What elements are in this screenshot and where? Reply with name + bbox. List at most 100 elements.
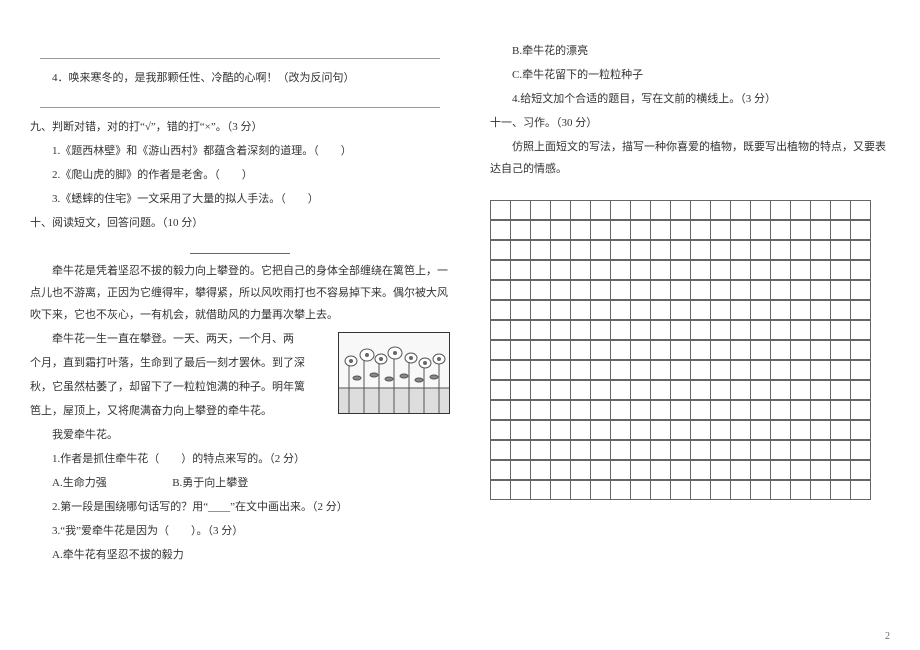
grid-cell — [490, 320, 511, 340]
grid-cell — [570, 480, 591, 500]
grid-cell — [670, 460, 691, 480]
grid-cell — [610, 360, 631, 380]
grid-cell — [730, 240, 751, 260]
grid-cell — [610, 320, 631, 340]
grid-cell — [770, 280, 791, 300]
section-9-item-3: 3.《蟋蟀的住宅》一文采用了大量的拟人手法。（ ） — [30, 188, 450, 210]
grid-cell — [550, 320, 571, 340]
grid-cell — [550, 200, 571, 220]
grid-cell — [830, 320, 851, 340]
page-number: 2 — [885, 631, 890, 642]
grid-cell — [610, 420, 631, 440]
grid-cell — [670, 220, 691, 240]
grid-cell — [810, 300, 831, 320]
grid-cell — [690, 360, 711, 380]
grid-cell — [730, 220, 751, 240]
grid-cell — [530, 480, 551, 500]
grid-cell — [610, 300, 631, 320]
question-4: 4．唤来寒冬的，是我那颗任性、冷酷的心啊！（改为反问句） — [30, 67, 450, 89]
grid-cell — [570, 420, 591, 440]
grid-cell — [750, 240, 771, 260]
reading-q1: 1.作者是抓住牵牛花（ ）的特点来写的。（2 分） — [30, 448, 450, 470]
grid-cell — [650, 480, 671, 500]
grid-cell — [650, 420, 671, 440]
grid-row — [490, 280, 890, 300]
grid-cell — [510, 360, 531, 380]
section-9-item-2: 2.《爬山虎的脚》的作者是老舍。（ ） — [30, 164, 450, 186]
grid-cell — [830, 460, 851, 480]
grid-cell — [710, 220, 731, 240]
grid-cell — [810, 480, 831, 500]
grid-cell — [850, 340, 871, 360]
grid-cell — [510, 400, 531, 420]
grid-row — [490, 420, 890, 440]
reading-q3-option-c: C.牵牛花留下的一粒粒种子 — [490, 64, 890, 86]
grid-cell — [770, 420, 791, 440]
grid-cell — [610, 260, 631, 280]
grid-cell — [650, 240, 671, 260]
grid-cell — [630, 240, 651, 260]
grid-cell — [750, 220, 771, 240]
grid-cell — [690, 380, 711, 400]
grid-cell — [850, 240, 871, 260]
grid-cell — [490, 420, 511, 440]
grid-cell — [750, 260, 771, 280]
grid-cell — [790, 340, 811, 360]
grid-cell — [670, 360, 691, 380]
grid-cell — [570, 280, 591, 300]
grid-cell — [730, 440, 751, 460]
grid-cell — [630, 220, 651, 240]
grid-cell — [770, 460, 791, 480]
grid-cell — [810, 220, 831, 240]
grid-cell — [550, 260, 571, 280]
grid-cell — [710, 320, 731, 340]
grid-cell — [510, 380, 531, 400]
grid-cell — [550, 360, 571, 380]
grid-cell — [690, 260, 711, 280]
grid-cell — [510, 460, 531, 480]
passage-para-3: 我爱牵牛花。 — [30, 424, 450, 446]
grid-cell — [610, 200, 631, 220]
grid-cell — [570, 220, 591, 240]
grid-cell — [570, 240, 591, 260]
grid-row — [490, 300, 890, 320]
grid-cell — [510, 260, 531, 280]
grid-cell — [850, 200, 871, 220]
grid-cell — [690, 480, 711, 500]
grid-cell — [630, 340, 651, 360]
grid-cell — [530, 240, 551, 260]
grid-row — [490, 200, 890, 220]
grid-cell — [630, 360, 651, 380]
grid-cell — [630, 200, 651, 220]
grid-cell — [610, 380, 631, 400]
grid-cell — [690, 240, 711, 260]
grid-cell — [810, 280, 831, 300]
grid-cell — [550, 440, 571, 460]
grid-cell — [590, 260, 611, 280]
flowers-icon — [339, 333, 449, 413]
grid-cell — [770, 380, 791, 400]
grid-cell — [610, 440, 631, 460]
grid-row — [490, 220, 890, 240]
grid-cell — [650, 460, 671, 480]
grid-cell — [790, 400, 811, 420]
grid-cell — [830, 240, 851, 260]
section-11-body: 仿照上面短文的写法，描写一种你喜爱的植物，既要写出植物的特点，又要表达自己的情感… — [490, 136, 890, 180]
grid-cell — [550, 420, 571, 440]
grid-cell — [710, 200, 731, 220]
grid-cell — [570, 400, 591, 420]
grid-cell — [670, 260, 691, 280]
grid-cell — [830, 280, 851, 300]
grid-cell — [810, 320, 831, 340]
grid-cell — [850, 460, 871, 480]
grid-cell — [670, 280, 691, 300]
grid-cell — [490, 380, 511, 400]
grid-cell — [670, 420, 691, 440]
grid-cell — [590, 420, 611, 440]
grid-cell — [830, 340, 851, 360]
grid-cell — [530, 400, 551, 420]
grid-cell — [770, 220, 791, 240]
grid-cell — [710, 420, 731, 440]
grid-cell — [630, 280, 651, 300]
grid-cell — [770, 200, 791, 220]
